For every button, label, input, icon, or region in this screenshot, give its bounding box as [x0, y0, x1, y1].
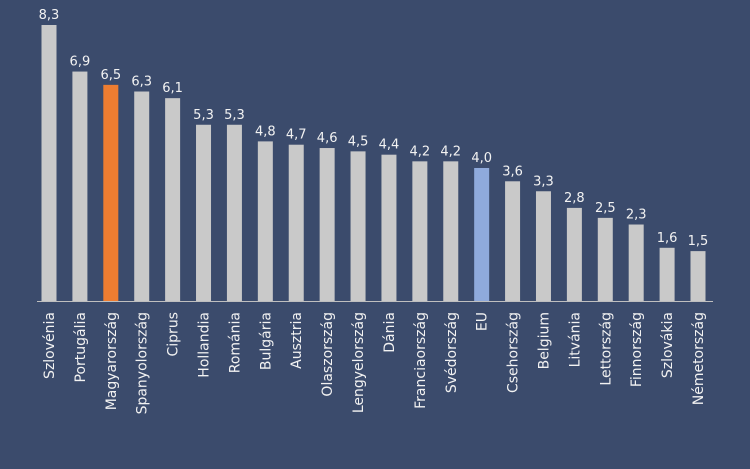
bar	[566, 207, 582, 301]
bar	[226, 124, 242, 301]
value-label: 1,6	[657, 231, 678, 246]
x-tick-label: Portugália	[73, 312, 89, 382]
bar	[257, 141, 273, 301]
bar	[443, 161, 459, 301]
value-label: 6,5	[100, 68, 121, 83]
bar	[474, 167, 490, 301]
bar	[690, 251, 706, 301]
x-tick-label: Olaszország	[320, 312, 336, 397]
bar	[659, 247, 675, 301]
value-label: 1,5	[688, 234, 709, 249]
value-label: 4,8	[255, 124, 276, 139]
x-tick-label: Bulgária	[258, 312, 274, 370]
value-label: 2,5	[595, 201, 616, 216]
value-label: 8,3	[39, 8, 60, 23]
x-tick-label: Szlovénia	[42, 312, 58, 379]
value-label: 2,8	[564, 191, 585, 206]
x-tick-label: Ciprus	[166, 312, 182, 356]
bar	[628, 224, 644, 301]
x-tick-label: Litvánia	[567, 312, 583, 367]
bar	[165, 98, 181, 302]
bar	[597, 217, 613, 301]
x-tick-label: EU	[475, 312, 491, 331]
bar	[72, 71, 88, 301]
bar	[319, 148, 335, 301]
value-label: 6,3	[131, 75, 152, 90]
x-tick-label: Románia	[227, 312, 243, 373]
x-tick-label: Belgium	[536, 312, 552, 369]
x-tick-label: Svédország	[444, 312, 460, 393]
value-label: 5,3	[193, 108, 214, 123]
value-label: 4,5	[348, 134, 369, 149]
x-tick-label: Hollandia	[197, 312, 213, 378]
bar	[196, 124, 212, 301]
value-label: 4,6	[317, 131, 338, 146]
x-tick-label: Spanyolország	[135, 312, 151, 414]
value-label: 4,0	[471, 151, 492, 166]
x-tick-label: Németország	[691, 312, 707, 405]
bar	[103, 84, 119, 301]
bar	[505, 181, 521, 301]
value-label: 4,2	[440, 144, 461, 159]
value-label: 4,2	[410, 144, 431, 159]
value-label: 3,6	[502, 164, 523, 179]
bar	[535, 191, 551, 301]
x-tick-label: Franciaország	[413, 312, 429, 409]
x-tick-label: Magyarország	[104, 312, 120, 410]
bar	[288, 144, 304, 301]
bar	[381, 154, 397, 301]
x-tick-label: Lengyelország	[351, 312, 367, 413]
bar	[412, 161, 428, 301]
bar	[134, 91, 150, 301]
value-label: 2,3	[626, 208, 647, 223]
value-label: 5,3	[224, 108, 245, 123]
bar	[350, 151, 366, 301]
value-label: 3,3	[533, 174, 554, 189]
x-tick-label: Csehország	[506, 312, 522, 393]
x-tick-label: Finnország	[629, 312, 645, 387]
value-label: 6,9	[70, 55, 91, 70]
x-tick-label: Lettország	[598, 312, 614, 386]
x-tick-label: Dánia	[382, 312, 398, 353]
value-label: 4,4	[379, 138, 400, 153]
value-label: 6,1	[162, 81, 183, 96]
value-label: 4,7	[286, 128, 307, 143]
bar	[41, 25, 57, 301]
x-tick-label: Szlovákia	[660, 312, 676, 378]
x-tick-label: Ausztria	[289, 312, 305, 369]
